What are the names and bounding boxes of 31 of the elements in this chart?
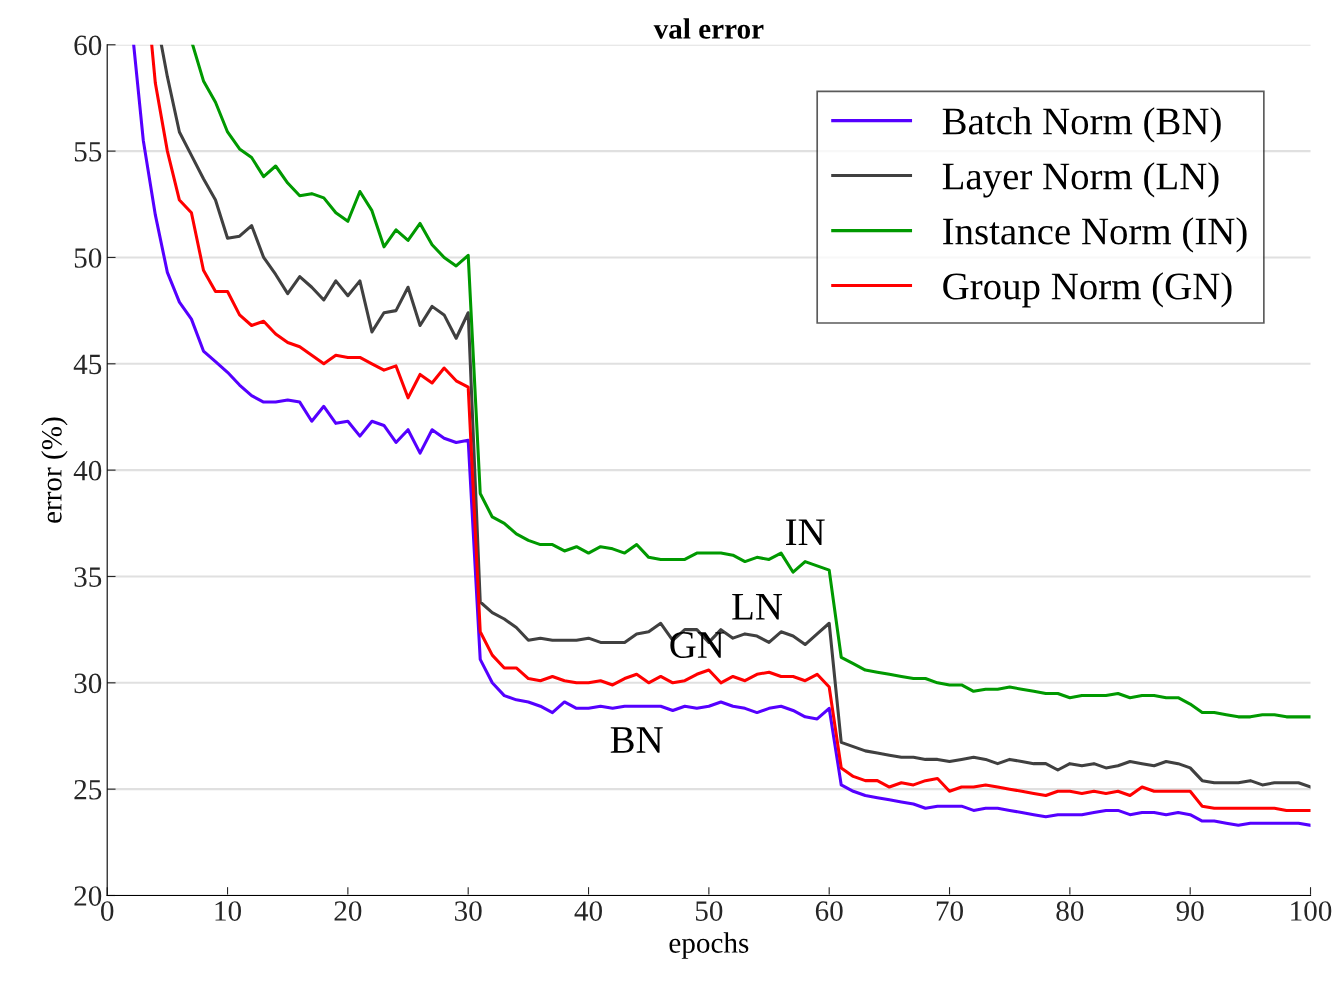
y-tick-label: 45 [73, 354, 102, 375]
annotation: IN [786, 519, 825, 545]
x-tick-label: 30 [455, 901, 482, 921]
y-tick-label: 40 [73, 460, 102, 481]
y-tick-label: 60 [74, 35, 102, 56]
annotation: BN [610, 727, 663, 753]
x-tick-label: 20 [334, 901, 362, 921]
x-tick-label: 10 [215, 901, 241, 921]
x-tick-label: 70 [936, 901, 963, 921]
legend-label: Layer Norm (LN) [942, 162, 1219, 198]
annotation: GN [670, 631, 725, 659]
y-tick-label: 50 [74, 248, 102, 268]
x-tick-label: 100 [1291, 901, 1332, 921]
x-tick-label: 90 [1176, 901, 1204, 921]
x-tick-label: 0 [101, 901, 114, 921]
chart-title: val error [653, 18, 764, 39]
y-axis-title: error (%) [41, 417, 68, 523]
x-tick-label: 40 [574, 901, 602, 921]
legend-label: Group Norm (GN) [943, 272, 1232, 308]
y-tick-label: 30 [74, 673, 102, 694]
y-tick-label: 20 [74, 886, 102, 906]
legend-label: Instance Norm (IN) [943, 217, 1247, 253]
x-tick-label: 60 [815, 901, 843, 921]
annotation: LN [732, 593, 783, 620]
y-tick-label: 25 [74, 779, 102, 800]
legend-label: Batch Norm (BN) [942, 107, 1221, 143]
y-tick-label: 35 [74, 567, 102, 587]
x-axis-title: epochs [669, 932, 749, 959]
x-tick-label: 50 [695, 901, 723, 921]
y-tick-label: 55 [74, 142, 102, 162]
x-tick-label: 80 [1056, 901, 1084, 921]
